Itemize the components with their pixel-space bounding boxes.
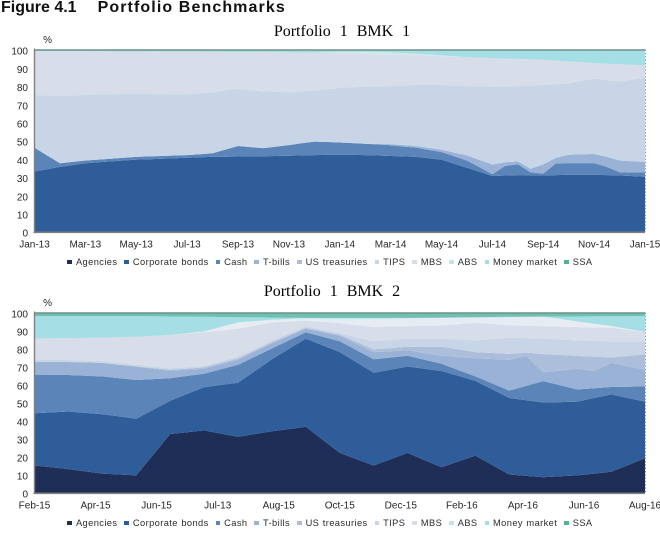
svg-text:%: %	[43, 35, 52, 46]
svg-text:Nov-14: Nov-14	[578, 239, 611, 250]
svg-text:0: 0	[22, 229, 28, 240]
svg-text:Jun-15: Jun-15	[141, 500, 172, 511]
svg-text:0: 0	[22, 490, 28, 501]
svg-text:20: 20	[17, 192, 29, 203]
svg-text:Jan-15: Jan-15	[630, 239, 660, 250]
svg-text:May-14: May-14	[425, 239, 459, 250]
svg-text:50: 50	[17, 400, 29, 411]
svg-text:40: 40	[17, 156, 29, 167]
svg-text:Dec-15: Dec-15	[385, 500, 418, 511]
svg-text:Jan-14: Jan-14	[325, 239, 356, 250]
svg-text:Apr-16: Apr-16	[508, 500, 538, 511]
svg-text:Oct-15: Oct-15	[325, 500, 355, 511]
svg-text:60: 60	[17, 120, 29, 131]
svg-text:20: 20	[17, 454, 29, 465]
svg-text:Jul-13: Jul-13	[204, 500, 232, 511]
svg-text:Mar-14: Mar-14	[375, 239, 407, 250]
svg-text:90: 90	[17, 65, 29, 76]
svg-text:Feb-15: Feb-15	[19, 500, 51, 511]
svg-text:100: 100	[11, 47, 28, 58]
svg-text:Jun-16: Jun-16	[569, 500, 600, 511]
svg-text:Feb-16: Feb-16	[446, 500, 478, 511]
svg-text:50: 50	[17, 138, 29, 149]
svg-text:30: 30	[17, 174, 29, 185]
svg-text:90: 90	[17, 328, 29, 339]
svg-text:May-13: May-13	[120, 239, 154, 250]
svg-text:70: 70	[17, 364, 29, 375]
svg-text:%: %	[43, 298, 52, 309]
svg-text:40: 40	[17, 418, 29, 429]
svg-text:100: 100	[11, 310, 28, 321]
svg-text:10: 10	[17, 472, 29, 483]
svg-text:Jul-13: Jul-13	[173, 239, 201, 250]
svg-text:70: 70	[17, 101, 29, 112]
svg-text:Aug-15: Aug-15	[263, 500, 296, 511]
svg-text:60: 60	[17, 382, 29, 393]
svg-text:Sep-14: Sep-14	[527, 239, 560, 250]
svg-text:80: 80	[17, 83, 29, 94]
svg-text:10: 10	[17, 211, 29, 222]
svg-text:Jan-13: Jan-13	[19, 239, 50, 250]
svg-text:Jul-14: Jul-14	[479, 239, 507, 250]
svg-text:Aug-16: Aug-16	[629, 500, 660, 511]
svg-text:Sep-13: Sep-13	[222, 239, 255, 250]
svg-text:Mar-13: Mar-13	[70, 239, 102, 250]
svg-text:80: 80	[17, 346, 29, 357]
svg-text:Apr-15: Apr-15	[80, 500, 110, 511]
svg-text:30: 30	[17, 436, 29, 447]
svg-text:Nov-13: Nov-13	[273, 239, 306, 250]
